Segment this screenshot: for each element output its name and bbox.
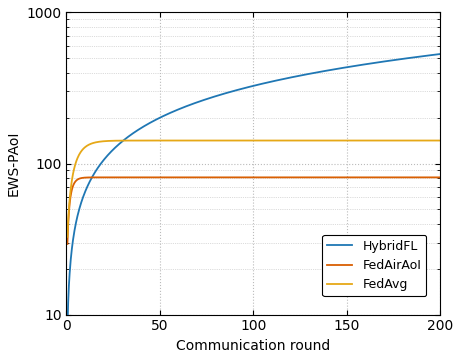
HybridFL	[320, 69, 325, 73]
FedAirAoI	[65, 242, 70, 246]
HybridFL	[65, 327, 70, 332]
FedAvg	[320, 138, 325, 143]
HybridFL	[354, 63, 360, 68]
FedAvg	[215, 138, 220, 143]
Line: HybridFL: HybridFL	[67, 54, 439, 329]
HybridFL	[228, 89, 234, 94]
FedAvg	[361, 138, 367, 143]
FedAvg	[102, 139, 108, 143]
FedAirAoI	[215, 175, 221, 180]
FedAirAoI	[355, 175, 360, 180]
Line: FedAvg: FedAvg	[67, 140, 439, 237]
FedAvg	[436, 138, 442, 143]
FedAvg	[371, 138, 377, 143]
HybridFL	[361, 62, 367, 67]
HybridFL	[436, 52, 442, 56]
Y-axis label: EWS-PAoI: EWS-PAoI	[7, 131, 21, 196]
FedAvg	[65, 235, 70, 239]
Line: FedAirAoI: FedAirAoI	[67, 177, 439, 244]
Legend: HybridFL, FedAirAoI, FedAvg: HybridFL, FedAirAoI, FedAvg	[322, 235, 425, 296]
HybridFL	[215, 93, 220, 98]
FedAirAoI	[361, 175, 367, 180]
FedAirAoI	[229, 175, 234, 180]
FedAirAoI	[320, 175, 325, 180]
FedAvg	[354, 138, 360, 143]
FedAirAoI	[190, 175, 196, 180]
HybridFL	[102, 156, 108, 160]
FedAvg	[228, 138, 234, 143]
FedAirAoI	[102, 175, 108, 180]
FedAirAoI	[436, 175, 442, 180]
X-axis label: Communication round: Communication round	[176, 339, 330, 353]
